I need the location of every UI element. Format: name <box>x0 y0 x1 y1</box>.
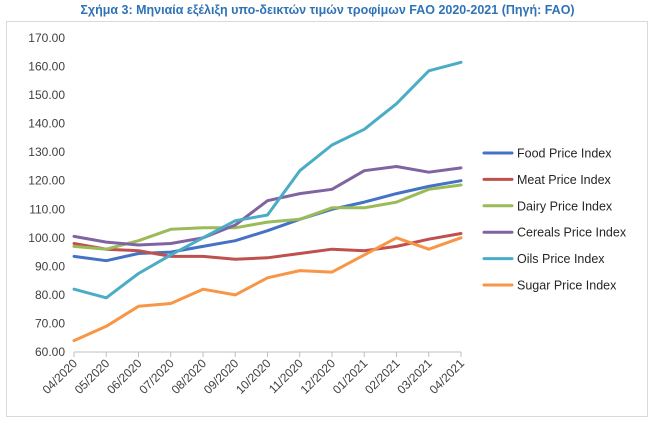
line-chart: 60.00 70.00 80.00 90.00 100.00 110.00 120.00 13… <box>28 31 627 397</box>
y-tick-label: 90.00 <box>35 259 65 273</box>
y-tick-label: 170.00 <box>28 31 65 45</box>
y-tick-label: 150.00 <box>28 88 65 102</box>
legend-label: Oils Price Index <box>517 252 605 266</box>
series-line-cereals-price-index <box>72 165 463 247</box>
series-line-sugar-price-index <box>72 236 463 343</box>
y-tick-label: 130.00 <box>28 145 65 159</box>
legend-label: Dairy Price Index <box>517 199 613 213</box>
y-tick-label: 120.00 <box>28 174 65 188</box>
y-tick-label: 100.00 <box>28 231 65 245</box>
y-tick-label: 60.00 <box>35 345 65 359</box>
x-tick-label: 10/2020 <box>233 356 274 397</box>
legend-label: Food Price Index <box>517 147 612 161</box>
series-line-food-price-index <box>72 179 463 263</box>
legend-label: Cereals Price Index <box>517 226 627 240</box>
legend-label: Sugar Price Index <box>517 279 617 293</box>
series-line-oils-price-index <box>72 60 463 300</box>
chart-frame: 60.00 70.00 80.00 90.00 100.00 110.00 120.00 13… <box>6 21 648 417</box>
y-tick-label: 80.00 <box>35 288 65 302</box>
y-tick-label: 140.00 <box>28 117 65 131</box>
series-line-meat-price-index <box>72 232 463 261</box>
legend-label: Meat Price Index <box>517 173 612 187</box>
y-tick-label: 110.00 <box>29 202 65 216</box>
x-tick-label: 04/2021 <box>427 356 468 397</box>
chart-title: Σχήμα 3: Μηνιαία εξέλιξη υπο-δεικτών τιμ… <box>80 3 575 17</box>
y-tick-label: 70.00 <box>35 316 65 330</box>
series-line-dairy-price-index <box>72 183 463 251</box>
y-tick-label: 160.00 <box>28 60 65 74</box>
